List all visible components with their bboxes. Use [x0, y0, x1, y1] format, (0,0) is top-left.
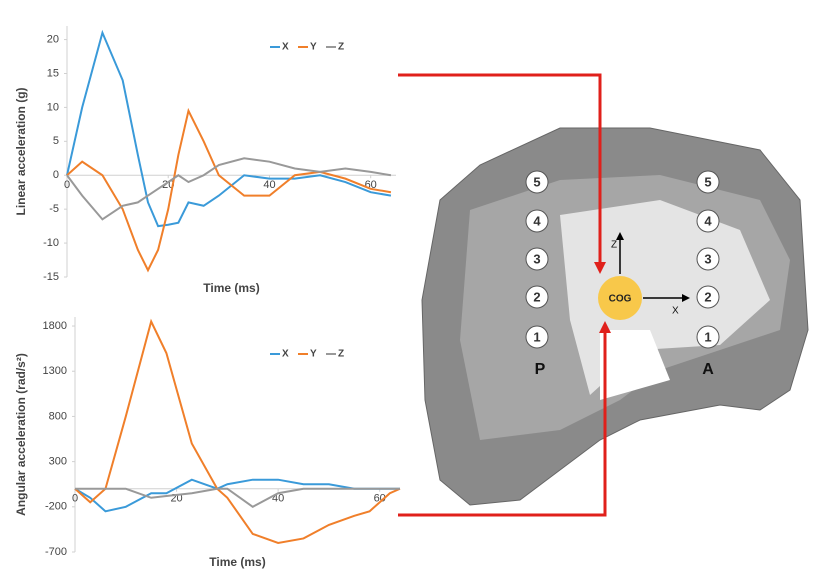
point-marker [696, 247, 720, 271]
point-label: 2 [704, 289, 711, 304]
posterior-label: P [535, 361, 546, 378]
y-axis-title: Linear acceleration (g) [14, 87, 28, 215]
arrow-head [616, 232, 624, 240]
point-label: 3 [704, 251, 711, 266]
y-tick-label: 1800 [43, 320, 67, 332]
y-tick-label: 1300 [43, 365, 67, 377]
arrow-head [594, 262, 606, 274]
y-tick-label: -15 [43, 271, 59, 283]
y-tick-label: -10 [43, 237, 59, 249]
anterior-label: A [702, 361, 714, 378]
point-label: 2 [533, 289, 540, 304]
series-line [66, 157, 392, 221]
point-marker [696, 325, 720, 349]
legend-label: Z [338, 349, 344, 360]
y-tick-label: 800 [49, 410, 67, 422]
connectors [398, 73, 611, 517]
legend-label: X [282, 42, 289, 53]
x-tick-label: 0 [72, 493, 78, 505]
point-marker [696, 170, 720, 194]
point-marker [696, 285, 720, 309]
series-line [74, 318, 401, 544]
legend-label: Y [310, 349, 317, 360]
point-label: 5 [704, 174, 711, 189]
x-tick-label: 40 [263, 179, 275, 191]
y-tick-label: 15 [47, 67, 59, 79]
point-marker [525, 325, 549, 349]
cog-label: COG [609, 294, 632, 305]
x-tick-label: 0 [64, 179, 70, 191]
point-marker [525, 285, 549, 309]
x-label: X [672, 306, 679, 317]
connector [398, 73, 602, 265]
arrow-head [599, 321, 611, 333]
skull-highlight [600, 330, 670, 400]
legend-label: Y [310, 42, 317, 53]
point-label: 4 [704, 213, 712, 228]
connector [398, 330, 607, 517]
point-label: 1 [533, 329, 540, 344]
point-label: 3 [533, 251, 540, 266]
point-label: 4 [533, 213, 541, 228]
series-line [66, 29, 392, 228]
legend-label: Z [338, 42, 344, 53]
point-label: 1 [704, 329, 711, 344]
y-tick-label: 10 [47, 101, 59, 113]
y-tick-label: -700 [45, 546, 67, 558]
y-tick-label: -5 [49, 203, 59, 215]
point-marker [525, 247, 549, 271]
y-tick-label: 5 [53, 135, 59, 147]
y-axis-title: Angular acceleration (rad/s²) [14, 353, 28, 516]
cog [598, 276, 642, 320]
point-marker [525, 170, 549, 194]
y-tick-label: 0 [53, 169, 59, 181]
series-line [75, 487, 400, 508]
y-tick-label: 20 [47, 33, 59, 45]
x-axis-title: Time (ms) [209, 555, 265, 569]
legend-label: X [282, 349, 289, 360]
y-tick-label: -200 [45, 501, 67, 513]
point-marker [525, 209, 549, 233]
x-tick-label: 60 [374, 493, 386, 505]
x-axis-title: Time (ms) [203, 281, 259, 295]
point-label: 5 [533, 174, 540, 189]
y-tick-label: 300 [49, 456, 67, 468]
arrow-head [682, 294, 690, 302]
point-marker [696, 209, 720, 233]
z-label: Z [611, 240, 617, 251]
